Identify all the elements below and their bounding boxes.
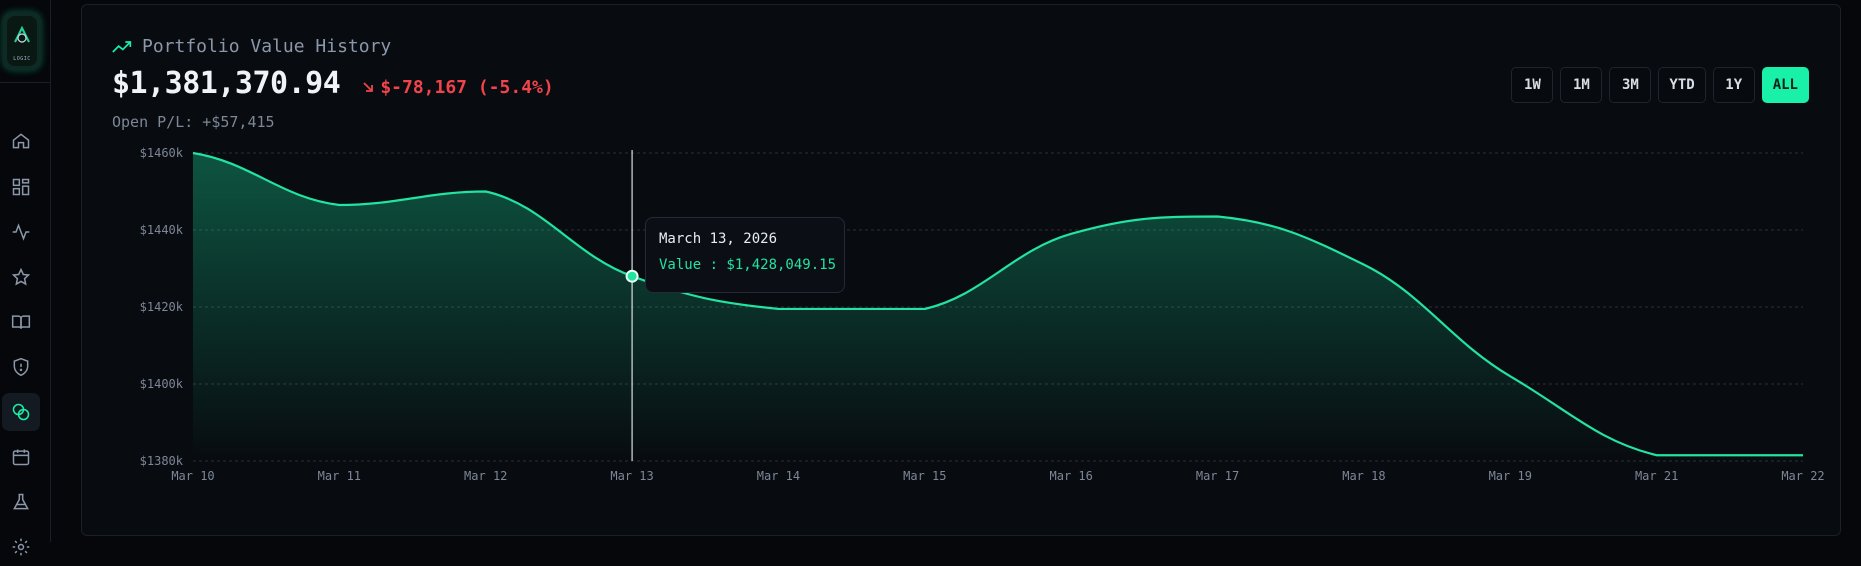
chart-tooltip: March 13, 2026 Value : $1,428,049.15 — [645, 217, 845, 293]
series-line — [192, 151, 1804, 457]
nav-lab[interactable] — [2, 483, 40, 521]
x-tick-label: Mar 14 — [757, 469, 800, 483]
y-tick-label: $1440k — [140, 223, 184, 237]
nav-calendar[interactable] — [2, 438, 40, 476]
star-icon — [11, 267, 31, 286]
app-logo[interactable]: LOGIC — [3, 12, 41, 70]
range-button-3m[interactable]: 3M — [1609, 67, 1652, 103]
arrow-down-right-icon — [363, 82, 374, 92]
series-area — [193, 153, 1803, 461]
x-tick-label: Mar 22 — [1781, 469, 1824, 483]
x-tick-label: Mar 17 — [1196, 469, 1239, 483]
logo-text: LOGIC — [13, 56, 31, 62]
sidebar-divider — [0, 82, 50, 83]
calendar-icon — [12, 449, 30, 466]
range-button-1w[interactable]: 1W — [1511, 67, 1554, 103]
dashboard-icon — [12, 178, 30, 196]
highlight-point[interactable] — [625, 269, 639, 283]
activity-icon — [12, 223, 30, 241]
portfolio-value: $1,381,370.94 — [112, 66, 341, 101]
x-tick-label: Mar 13 — [610, 469, 653, 483]
nav-watchlist[interactable] — [2, 258, 40, 296]
sidebar: LOGIC — [0, 0, 51, 556]
x-tick-label: Mar 19 — [1489, 469, 1532, 483]
x-tick-label: Mar 18 — [1342, 469, 1385, 483]
x-tick-label: Mar 10 — [171, 469, 214, 483]
coins-icon — [12, 403, 30, 421]
open-pl: Open P/L: +$57,415 — [112, 113, 275, 131]
nav-dashboard[interactable] — [2, 168, 40, 206]
nav-security[interactable] — [2, 348, 40, 386]
flask-icon — [13, 493, 29, 510]
nav-journal[interactable] — [2, 303, 40, 341]
value-chart: $1380k $1400k $1420k $1440k $1460k Mar 10 Mar … — [140, 146, 1825, 483]
nav-activity[interactable] — [2, 213, 40, 251]
range-button-ytd[interactable]: YTD — [1658, 67, 1706, 103]
home-icon — [12, 133, 30, 149]
value-change: $-78,167 (-5.4%) — [362, 76, 554, 98]
book-icon — [11, 315, 31, 329]
y-tick-label: $1400k — [140, 377, 184, 391]
shield-icon — [13, 357, 29, 377]
y-tick-label: $1380k — [140, 454, 184, 468]
chart-title: Portfolio Value History — [142, 36, 392, 57]
range-button-1y[interactable]: 1Y — [1712, 67, 1755, 103]
value-change-text: $-78,167 (-5.4%) — [380, 76, 554, 98]
x-tick-label: Mar 12 — [464, 469, 507, 483]
tooltip-date: March 13, 2026 — [659, 231, 778, 247]
value-row: $1,381,370.94 $-78,167 (-5.4%) — [112, 66, 554, 101]
x-tick-label: Mar 16 — [1050, 469, 1093, 483]
x-tick-label: Mar 21 — [1635, 469, 1678, 483]
trending-up-icon — [112, 40, 132, 53]
x-tick-label: Mar 11 — [318, 469, 361, 483]
y-tick-label: $1460k — [140, 146, 184, 160]
chart-title-row: Portfolio Value History — [112, 36, 391, 57]
tooltip-value: Value : $1,428,049.15 — [659, 257, 837, 273]
nav-home[interactable] — [2, 122, 40, 160]
logo-emblem — [7, 16, 37, 66]
range-button-1m[interactable]: 1M — [1560, 67, 1603, 103]
nav-portfolio[interactable] — [2, 393, 40, 431]
range-selector: 1W 1M 3M YTD 1Y ALL — [1511, 67, 1809, 103]
range-button-all[interactable]: ALL — [1761, 67, 1809, 103]
x-tick-label: Mar 15 — [903, 469, 946, 483]
y-tick-label: $1420k — [140, 300, 184, 314]
